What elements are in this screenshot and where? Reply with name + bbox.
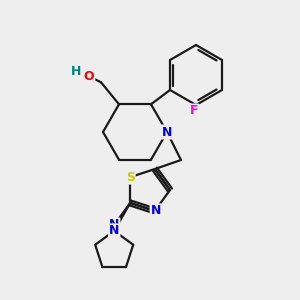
Text: H: H [71,65,81,78]
Text: O: O [84,70,94,83]
Text: F: F [190,104,198,118]
Text: N: N [151,204,161,218]
Text: S: S [126,171,135,184]
Text: N: N [162,125,172,139]
Text: N: N [109,218,119,231]
Text: N: N [109,224,119,237]
